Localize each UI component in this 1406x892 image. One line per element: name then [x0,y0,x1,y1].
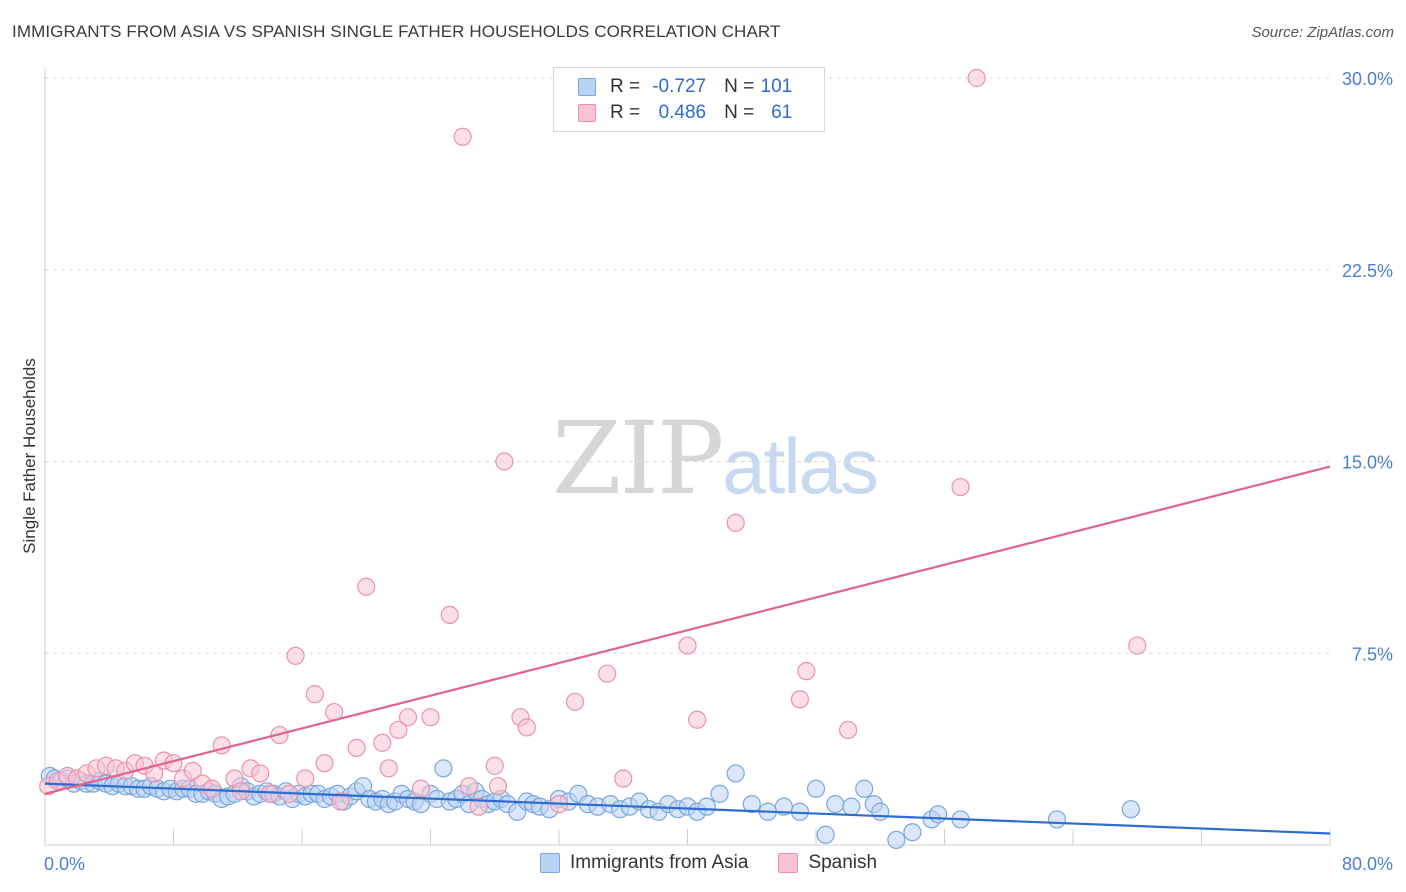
asia-point [742,794,761,814]
legend-swatch-spanish [578,104,596,122]
source-credit: Source: ZipAtlas.com [1251,24,1394,41]
spanish-trend-line [44,465,1331,795]
y-tick-label: 30.0% [1342,69,1393,89]
spanish-point [598,664,617,683]
asia-point [903,823,922,842]
spanish-point [614,769,633,788]
asia-point [826,794,845,814]
legend-r-value: 0.486 [658,102,707,123]
spanish-point [790,690,810,709]
spanish-point [347,738,366,757]
spanish-point [305,685,324,704]
legend-r-value: -0.727 [652,76,707,97]
asia-point [842,797,861,816]
watermark-zip: ZIP [552,400,724,517]
asia-point [1047,810,1067,829]
spanish-point [296,769,315,788]
y-tick-label: 7.5% [1352,644,1393,664]
legend-n-label: N = [724,102,755,123]
spanish-point [565,692,585,711]
spanish-point [678,636,697,655]
spanish-point [398,708,418,727]
spanish-point [183,761,202,780]
spanish-point [331,792,350,811]
asia-point [697,797,716,816]
spanish-point [145,764,164,783]
asia-point [928,805,948,824]
asia-trend-line [44,782,1331,835]
spanish-point [357,577,376,596]
spanish-point [411,779,430,798]
legend-item-spanish: Spanish [778,852,877,874]
asia-point [1121,800,1140,819]
y-tick-label: 22.5% [1342,261,1393,281]
spanish-point [517,718,536,737]
spanish-point [421,708,440,727]
spanish-point [688,710,707,729]
watermark-atlas: atlas [722,422,879,510]
y-tick-label: 15.0% [1342,453,1393,473]
spanish-point [485,756,504,775]
asia-point [434,759,453,778]
legend-row-asia: R = -0.727 N = 101 [578,74,792,100]
spanish-point [951,477,970,497]
spanish-point [967,68,986,88]
legend-swatch-asia [540,853,560,873]
asia-point [816,825,835,844]
legend-r-label: R = [610,102,641,123]
spanish-point [839,720,858,740]
asia-point [774,797,793,816]
asia-point [806,779,826,798]
legend-row-spanish: R = 0.486 N = 61 [578,100,792,126]
asia-point [855,779,874,798]
spanish-point [726,513,745,532]
spanish-point [260,784,279,803]
legend-label-spanish: Spanish [808,852,878,873]
spanish-point [373,733,392,752]
spanish-point [251,764,270,783]
asia-point [710,784,729,803]
spanish-point [488,777,508,796]
spanish-point [495,452,514,471]
spanish-point [315,754,334,773]
spanish-point [1128,636,1147,655]
watermark: ZIPatlas [552,400,879,517]
x-tick-label: 0.0% [44,854,85,874]
legend-swatch-asia [578,78,596,96]
spanish-point [379,759,398,778]
spanish-point [459,777,479,796]
asia-point [887,830,906,849]
series-legend: Immigrants from Asia Spanish [540,852,907,874]
legend-item-asia: Immigrants from Asia [540,852,748,874]
legend-n-label: N = [724,76,755,97]
x-tick-label: 80.0% [1342,854,1393,874]
legend-swatch-spanish [778,853,799,873]
asia-point [871,802,890,821]
spanish-point [469,797,488,816]
asia-point [726,764,745,783]
legend-n-value: 61 [771,102,793,123]
stats-legend: R = -0.727 N = 101 R = 0.486 N = 61 [553,67,825,132]
legend-r-label: R = [610,76,641,97]
legend-label-asia: Immigrants from Asia [570,852,749,873]
spanish-point [286,646,305,665]
spanish-point [389,720,408,740]
spanish-point [440,605,459,625]
legend-n-value: 101 [760,76,793,97]
chart-title: IMMIGRANTS FROM ASIA VS SPANISH SINGLE F… [12,22,781,41]
spanish-point [453,127,472,146]
spanish-point [797,662,816,681]
spanish-point [202,779,222,798]
